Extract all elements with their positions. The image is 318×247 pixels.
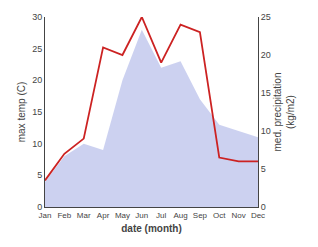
svg-text:Jun: Jun: [135, 211, 148, 220]
svg-text:10: 10: [32, 139, 42, 149]
svg-text:5: 5: [37, 170, 42, 180]
svg-text:Aug: Aug: [173, 211, 187, 220]
svg-text:5: 5: [261, 164, 266, 174]
svg-text:date (month): date (month): [121, 223, 182, 234]
svg-text:Feb: Feb: [57, 211, 71, 220]
svg-text:0: 0: [37, 202, 42, 212]
svg-text:Oct: Oct: [213, 211, 226, 220]
svg-text:30: 30: [32, 12, 42, 22]
svg-text:Apr: Apr: [97, 211, 110, 220]
svg-text:Nov: Nov: [232, 211, 246, 220]
svg-text:Dec: Dec: [251, 211, 265, 220]
svg-text:20: 20: [261, 50, 271, 60]
svg-text:Jan: Jan: [39, 211, 52, 220]
svg-text:0: 0: [261, 202, 266, 212]
svg-text:25: 25: [261, 12, 271, 22]
svg-text:med. precipitation(kg/m2): med. precipitation(kg/m2): [272, 73, 296, 152]
svg-text:25: 25: [32, 44, 42, 54]
svg-text:15: 15: [261, 88, 271, 98]
svg-text:20: 20: [32, 75, 42, 85]
svg-text:15: 15: [32, 107, 42, 117]
svg-text:10: 10: [261, 126, 271, 136]
svg-text:May: May: [115, 211, 130, 220]
svg-text:Jul: Jul: [156, 211, 166, 220]
svg-text:Mar: Mar: [77, 211, 91, 220]
svg-text:max temp (C): max temp (C): [16, 82, 27, 143]
svg-text:Sep: Sep: [193, 211, 208, 220]
